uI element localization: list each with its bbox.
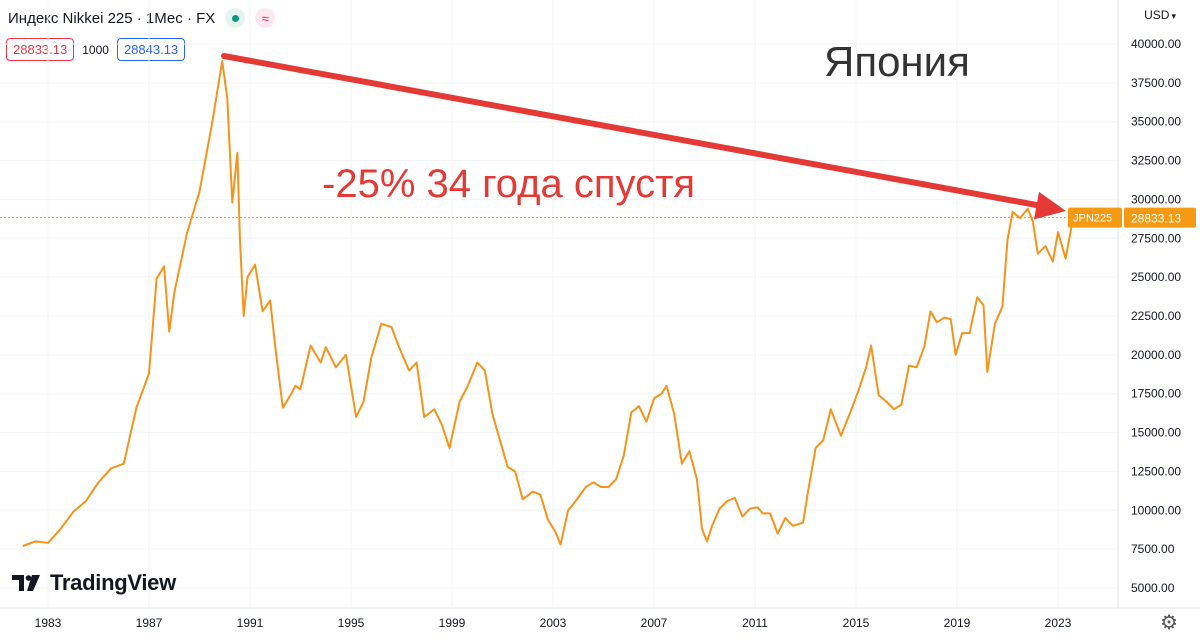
chart-grid <box>0 0 1200 609</box>
x-tick-label: 1991 <box>237 616 264 630</box>
gear-icon[interactable]: ⚙ <box>1160 612 1178 634</box>
wave-icon[interactable]: ≈ <box>255 8 276 28</box>
change-annotation: -25% 34 года спустя <box>322 162 695 206</box>
market-status-icon[interactable] <box>225 8 246 28</box>
price-tag-value: 28833.13 <box>1131 212 1181 226</box>
x-tick-label: 1999 <box>439 616 466 630</box>
price-axis: 5000.00 7500.00 10000.00 12500.00 15000.00 17… <box>1131 37 1181 595</box>
x-tick-label: 1983 <box>35 616 62 630</box>
x-tick-label: 2023 <box>1045 616 1072 630</box>
y-tick-label: 32500.00 <box>1131 154 1181 168</box>
y-tick-label: 10000.00 <box>1131 503 1181 517</box>
y-tick-label: 40000.00 <box>1131 37 1181 51</box>
country-annotation: Япония <box>824 38 970 85</box>
price-tag-symbol: JPN225 <box>1073 213 1112 225</box>
currency-selector[interactable]: USD ▾ <box>1144 8 1176 22</box>
currency-label: USD <box>1144 8 1170 22</box>
buy-price-button[interactable]: 28843.13 <box>116 38 186 61</box>
y-tick-label: 12500.00 <box>1131 464 1181 478</box>
nikkei-price-line <box>22 60 1075 547</box>
y-tick-label: 35000.00 <box>1131 115 1181 129</box>
y-tick-label: 20000.00 <box>1131 348 1181 362</box>
x-tick-label: 2011 <box>742 616 768 630</box>
time-axis: 1983 1987 1991 1995 1999 2003 2007 2011 2015 2019… <box>35 616 1072 630</box>
x-tick-label: 1995 <box>338 616 365 630</box>
chart-header: Индекс Nikkei 225 · 1Мес · FX ≈ <box>8 8 276 28</box>
chevron-down-icon: ▾ <box>1171 11 1176 21</box>
x-tick-label: 2003 <box>540 616 567 630</box>
y-tick-label: 25000.00 <box>1131 270 1181 284</box>
arrow-shaft <box>221 53 1045 209</box>
price-tag-symbol-bg <box>1068 207 1122 228</box>
tradingview-logo-icon <box>12 575 40 591</box>
y-tick-label: 37500.00 <box>1131 76 1181 90</box>
tradingview-logo[interactable]: TradingView <box>10 570 176 596</box>
last-price-tag: JPN225 28833.13 <box>1068 207 1196 228</box>
y-tick-label: 5000.00 <box>1131 581 1175 595</box>
y-tick-label: 27500.00 <box>1131 231 1181 245</box>
x-tick-label: 2007 <box>641 616 668 630</box>
y-tick-label: 17500.00 <box>1131 387 1181 401</box>
y-tick-label: 30000.00 <box>1131 192 1181 206</box>
y-tick-label: 7500.00 <box>1131 542 1175 556</box>
sell-price-button[interactable]: 28833.13 <box>6 38 75 61</box>
y-tick-label: 15000.00 <box>1131 426 1181 440</box>
x-tick-label: 1987 <box>136 616 163 630</box>
spread-value: 1000 <box>82 42 109 57</box>
x-tick-label: 2019 <box>944 616 971 630</box>
price-tag-value-bg <box>1124 207 1196 228</box>
trend-arrow <box>221 53 1066 220</box>
y-tick-label: 22500.00 <box>1131 309 1181 323</box>
symbol-title[interactable]: Индекс Nikkei 225 · 1Мес · FX <box>8 9 216 27</box>
x-tick-label: 2015 <box>843 616 870 630</box>
quote-row: 28833.13 1000 28843.13 <box>6 38 186 61</box>
arrow-head <box>1033 191 1066 220</box>
tradingview-wordmark: TradingView <box>50 570 176 595</box>
